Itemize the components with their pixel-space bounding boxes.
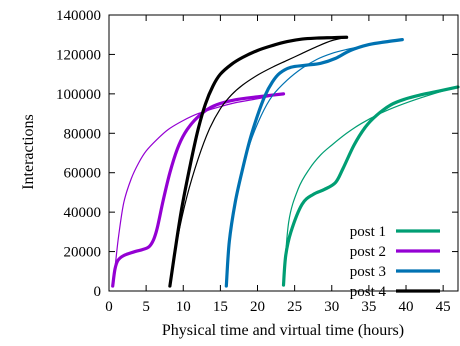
post-4-virtual-line [169, 36, 347, 287]
x-tick-label: 0 [105, 299, 113, 315]
x-tick-label: 30 [324, 299, 339, 315]
x-tick-label: 15 [213, 299, 228, 315]
y-tick-label: 140000 [56, 8, 101, 24]
x-tick-label: 25 [287, 299, 302, 315]
plot-frame [108, 14, 459, 292]
y-tick-label: 40000 [64, 205, 102, 221]
x-tick-label: 35 [361, 299, 376, 315]
post-1-physical-line [281, 85, 460, 287]
post-3-physical-line [224, 38, 404, 288]
y-tick-label: 80000 [64, 126, 102, 142]
legend-label-post-1: post 1 [350, 224, 386, 240]
y-tick-label: 120000 [56, 47, 101, 63]
y-tick-label: 60000 [64, 166, 102, 182]
post-2-physical-line [111, 92, 286, 288]
series-lines [111, 35, 460, 288]
x-axis-label: Physical time and virtual time (hours) [162, 322, 404, 339]
x-tick-label: 45 [436, 299, 451, 315]
legend-label-post-2: post 2 [350, 244, 386, 260]
post-2-virtual-line [112, 93, 284, 287]
legend-label-post-4: post 4 [350, 284, 387, 300]
axes: 0 5 10 15 20 25 30 35 40 45 0 20000 40000 60000 80000 1… [56, 8, 459, 315]
y-tick-label: 0 [94, 284, 102, 300]
x-tick-label: 10 [176, 299, 191, 315]
x-tick-label: 40 [399, 299, 414, 315]
x-tick-label: 5 [142, 299, 150, 315]
y-tick-label: 100000 [56, 87, 101, 103]
legend-label-post-3: post 3 [350, 264, 386, 280]
x-tick-label: 20 [250, 299, 265, 315]
y-axis-label: Interactions [20, 114, 37, 190]
legend: post 1 post 2 post 3 post 4 [350, 224, 440, 300]
y-tick-label: 20000 [64, 245, 102, 261]
post-1-virtual-line [282, 86, 459, 286]
post-4-physical-line [168, 35, 349, 288]
